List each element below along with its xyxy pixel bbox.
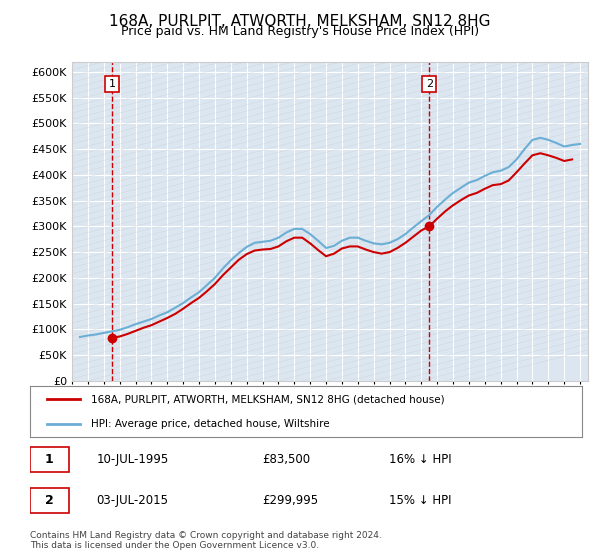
Text: £83,500: £83,500	[262, 453, 310, 466]
Text: 168A, PURLPIT, ATWORTH, MELKSHAM, SN12 8HG: 168A, PURLPIT, ATWORTH, MELKSHAM, SN12 8…	[109, 14, 491, 29]
Text: 1: 1	[109, 79, 116, 89]
Text: 15% ↓ HPI: 15% ↓ HPI	[389, 494, 451, 507]
Text: Price paid vs. HM Land Registry's House Price Index (HPI): Price paid vs. HM Land Registry's House …	[121, 25, 479, 38]
FancyBboxPatch shape	[30, 447, 68, 472]
Text: 2: 2	[425, 79, 433, 89]
Text: 10-JUL-1995: 10-JUL-1995	[96, 453, 169, 466]
Text: HPI: Average price, detached house, Wiltshire: HPI: Average price, detached house, Wilt…	[91, 419, 329, 429]
Text: 168A, PURLPIT, ATWORTH, MELKSHAM, SN12 8HG (detached house): 168A, PURLPIT, ATWORTH, MELKSHAM, SN12 8…	[91, 394, 445, 404]
Text: Contains HM Land Registry data © Crown copyright and database right 2024.
This d: Contains HM Land Registry data © Crown c…	[30, 531, 382, 550]
Text: 16% ↓ HPI: 16% ↓ HPI	[389, 453, 451, 466]
Text: 2: 2	[45, 494, 53, 507]
Text: 03-JUL-2015: 03-JUL-2015	[96, 494, 168, 507]
FancyBboxPatch shape	[30, 488, 68, 513]
Text: 1: 1	[45, 453, 53, 466]
Text: £299,995: £299,995	[262, 494, 318, 507]
